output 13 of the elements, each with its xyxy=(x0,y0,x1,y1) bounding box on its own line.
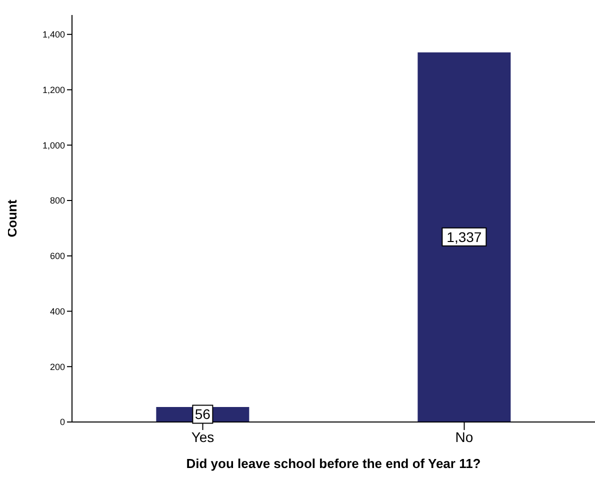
data-label: 56 xyxy=(194,406,211,422)
y-tick-label: 800 xyxy=(50,196,65,206)
x-axis-title: Did you leave school before the end of Year 11? xyxy=(186,456,481,471)
y-tick-label: 1,400 xyxy=(42,30,65,40)
y-tick-label: 400 xyxy=(50,306,65,316)
x-tick-label: Yes xyxy=(191,428,214,445)
y-tick-label: 1,000 xyxy=(42,140,65,150)
y-tick-label: 0 xyxy=(60,417,65,428)
y-tick-label: 600 xyxy=(50,251,65,262)
data-label: 1,337 xyxy=(446,228,482,245)
y-tick-label: 200 xyxy=(50,362,65,372)
x-tick-label: No xyxy=(455,428,474,445)
y-tick-label: 1,200 xyxy=(42,84,65,95)
